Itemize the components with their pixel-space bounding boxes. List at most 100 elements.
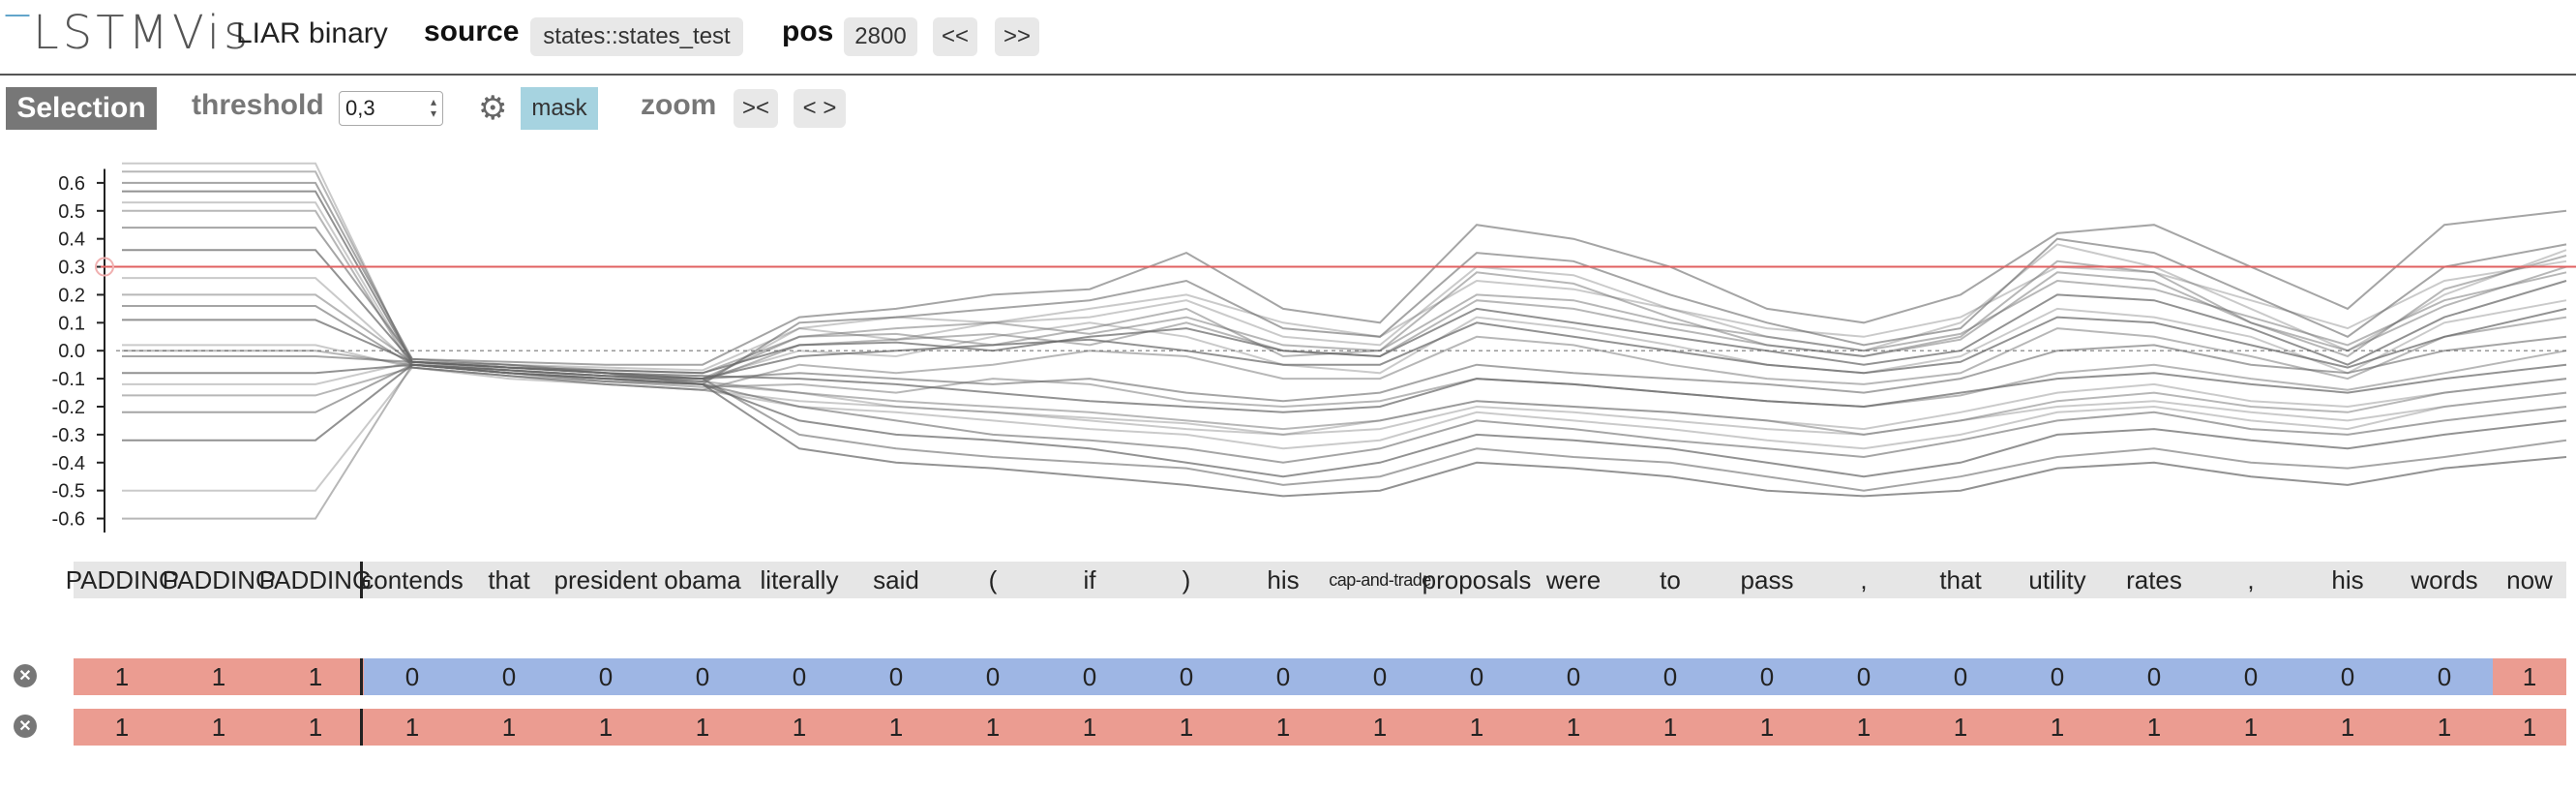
word-token[interactable]: his bbox=[2331, 564, 2364, 594]
word-token[interactable]: if bbox=[1083, 564, 1096, 594]
word-token[interactable]: , bbox=[1860, 564, 1868, 594]
y-tick-label: -0.3 bbox=[52, 425, 85, 446]
word-token[interactable]: utility bbox=[2028, 564, 2086, 594]
zoom-label: zoom bbox=[641, 89, 717, 121]
word-token[interactable]: said bbox=[873, 564, 919, 594]
word-token[interactable]: PADDING bbox=[162, 564, 276, 594]
word-token[interactable]: that bbox=[1939, 564, 1982, 594]
app-logo: ‾LSTMVis bbox=[6, 6, 253, 60]
toolbar: Selection threshold 0,3 ▴ ▾ ⚙ mask zoom >… bbox=[0, 83, 2576, 137]
meta-cell: 1 bbox=[170, 658, 267, 695]
meta-cell: 1 bbox=[1235, 709, 1332, 746]
y-tick-label: 0.2 bbox=[58, 285, 85, 306]
word-token[interactable]: cap-and-trade bbox=[1329, 569, 1431, 590]
word-token[interactable]: obama bbox=[664, 564, 741, 594]
threshold-handle bbox=[95, 257, 114, 277]
word-token[interactable]: PADDING bbox=[65, 564, 179, 594]
meta-cell: 1 bbox=[364, 709, 461, 746]
word-token[interactable]: , bbox=[2247, 564, 2255, 594]
meta-cell: 1 bbox=[74, 709, 170, 746]
meta-cell: 1 bbox=[2009, 709, 2106, 746]
meta-cell: 0 bbox=[2106, 658, 2202, 695]
meta-cell: 1 bbox=[1428, 709, 1525, 746]
cell-state-line bbox=[122, 366, 2567, 492]
cell-state-line bbox=[122, 363, 2567, 498]
meta-cell: 0 bbox=[2202, 658, 2299, 695]
word-token[interactable]: to bbox=[1660, 564, 1681, 594]
meta-cell: 1 bbox=[654, 709, 751, 746]
word-token[interactable]: his bbox=[1267, 564, 1300, 594]
word-token[interactable]: president bbox=[554, 564, 658, 594]
meta-cell: 1 bbox=[74, 658, 170, 695]
y-tick-label: 0.6 bbox=[58, 173, 85, 195]
word-token[interactable]: proposals bbox=[1422, 564, 1532, 594]
meta-cell: 1 bbox=[1525, 709, 1622, 746]
meta-cell: 1 bbox=[1815, 709, 1912, 746]
spinner-arrows-icon[interactable]: ▴ ▾ bbox=[430, 95, 436, 120]
meta-cell: 0 bbox=[1815, 658, 1912, 695]
cell-state-line bbox=[122, 363, 2567, 520]
word-token[interactable]: rates bbox=[2126, 564, 2182, 594]
mask-button[interactable]: mask bbox=[521, 87, 598, 130]
padding-separator bbox=[360, 562, 363, 598]
meta-cell: 0 bbox=[1138, 658, 1235, 695]
word-token[interactable]: contends bbox=[361, 564, 464, 594]
meta-cell: 0 bbox=[2396, 658, 2493, 695]
source-label: source bbox=[424, 15, 520, 47]
meta-cell: 1 bbox=[2299, 709, 2396, 746]
close-icon[interactable]: ✕ bbox=[14, 664, 37, 687]
meta-cell: 1 bbox=[2202, 709, 2299, 746]
cell-state-chart[interactable]: 0.6 0.5 0.4 0.3 0.2 0.1 0.0 -0.1 -0.2 -0.3 -0.4 -0.… bbox=[0, 145, 2576, 552]
meta-cell: 0 bbox=[944, 658, 1041, 695]
prev-pos-button[interactable]: << bbox=[933, 17, 977, 56]
gear-icon[interactable]: ⚙ bbox=[478, 90, 508, 127]
word-token[interactable]: ) bbox=[1182, 564, 1191, 594]
meta-cell: 0 bbox=[1428, 658, 1525, 695]
y-tick-label: 0.1 bbox=[58, 313, 85, 334]
meta-cell: 1 bbox=[1719, 709, 1815, 746]
next-pos-button[interactable]: >> bbox=[995, 17, 1039, 56]
y-tick-label: -0.1 bbox=[52, 369, 85, 390]
meta-cell: 0 bbox=[1332, 658, 1428, 695]
meta-cell: 0 bbox=[2299, 658, 2396, 695]
selection-tab[interactable]: Selection bbox=[6, 87, 157, 130]
zoom-out-button[interactable]: < > bbox=[794, 89, 846, 128]
y-tick-label: -0.6 bbox=[52, 509, 85, 531]
word-token[interactable]: pass bbox=[1740, 564, 1794, 594]
zoom-in-button[interactable]: >< bbox=[734, 89, 778, 128]
threshold-input[interactable]: 0,3 ▴ ▾ bbox=[339, 91, 443, 126]
meta-cell: 1 bbox=[557, 709, 654, 746]
meta-cell: 0 bbox=[2009, 658, 2106, 695]
meta-cell: 0 bbox=[848, 658, 944, 695]
model-name: LIAR binary bbox=[236, 17, 388, 49]
word-token[interactable]: ( bbox=[988, 564, 998, 594]
word-token[interactable]: words bbox=[2411, 564, 2478, 594]
meta-cell: 1 bbox=[751, 709, 848, 746]
threshold-label: threshold bbox=[192, 89, 324, 121]
y-tick-label: 0.5 bbox=[58, 201, 85, 223]
top-bar: ‾LSTMVis LIAR binary source states::stat… bbox=[0, 0, 2576, 76]
meta-cell: 1 bbox=[1138, 709, 1235, 746]
word-token[interactable]: literally bbox=[760, 564, 839, 594]
y-tick-label: -0.5 bbox=[52, 481, 85, 503]
pos-value[interactable]: 2800 bbox=[844, 17, 917, 56]
source-select[interactable]: states::states_test bbox=[530, 17, 743, 56]
meta-cell: 0 bbox=[364, 658, 461, 695]
word-token[interactable]: that bbox=[488, 564, 530, 594]
meta-cell: 0 bbox=[461, 658, 557, 695]
cell-state-line bbox=[122, 305, 2567, 464]
meta-cell: 1 bbox=[944, 709, 1041, 746]
close-icon[interactable]: ✕ bbox=[14, 715, 37, 738]
meta-cell: 1 bbox=[170, 709, 267, 746]
meta-cell: 0 bbox=[1235, 658, 1332, 695]
meta-cell: 0 bbox=[557, 658, 654, 695]
word-token[interactable]: were bbox=[1545, 564, 1602, 594]
word-token[interactable]: PADDING bbox=[258, 564, 373, 594]
cell-state-line bbox=[122, 170, 2567, 381]
word-token[interactable]: now bbox=[2506, 564, 2553, 594]
meta-cell: 1 bbox=[1332, 709, 1428, 746]
meta-cell: 0 bbox=[1912, 658, 2009, 695]
cell-state-line bbox=[122, 363, 2567, 492]
